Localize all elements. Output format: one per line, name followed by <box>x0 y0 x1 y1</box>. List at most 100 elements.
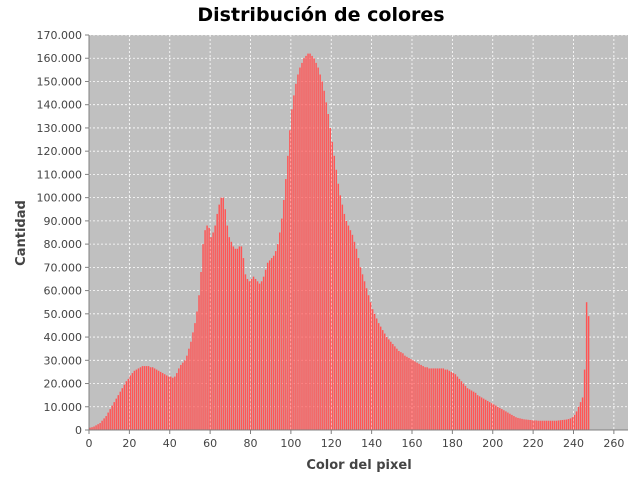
histogram-bar <box>111 406 112 430</box>
histogram-bar <box>126 381 127 430</box>
histogram-bar <box>210 237 211 430</box>
x-tick-label: 120 <box>321 437 342 450</box>
histogram-bar <box>313 58 314 430</box>
histogram-bar <box>386 337 387 430</box>
histogram-bar <box>184 360 185 430</box>
histogram-bar <box>178 368 179 430</box>
y-tick-label: 0 <box>75 424 82 437</box>
histogram-bar <box>378 323 379 430</box>
histogram-bar <box>162 373 163 430</box>
histogram-bar <box>279 233 280 431</box>
histogram-bar <box>586 302 587 430</box>
histogram-bar <box>118 395 119 430</box>
histogram-bar <box>176 373 177 430</box>
histogram-bar <box>174 377 175 430</box>
histogram-bar <box>95 425 96 430</box>
histogram-bar <box>221 198 222 430</box>
histogram-bar <box>455 374 456 430</box>
histogram-bar <box>105 416 106 430</box>
histogram-bar <box>420 365 421 430</box>
histogram-bar <box>299 68 300 430</box>
histogram-bar <box>307 54 308 430</box>
y-tick-label: 60.000 <box>44 285 83 298</box>
histogram-bar <box>225 209 226 430</box>
y-tick-label: 170.000 <box>37 29 83 42</box>
histogram-bar <box>257 281 258 430</box>
histogram-bar <box>471 391 472 431</box>
histogram-bar <box>346 221 347 430</box>
histogram-bar <box>293 95 294 430</box>
histogram-bar <box>287 156 288 430</box>
histogram-bar <box>204 230 205 430</box>
histogram-bar <box>132 373 133 430</box>
histogram-bar <box>372 309 373 430</box>
histogram-bar <box>200 272 201 430</box>
histogram-bar <box>533 420 534 430</box>
histogram-bar <box>319 75 320 431</box>
histogram-bar <box>364 281 365 430</box>
histogram-bar <box>539 421 540 430</box>
histogram-bar <box>114 402 115 430</box>
histogram-bar <box>130 375 131 430</box>
y-tick-label: 90.000 <box>44 215 83 228</box>
histogram-bar <box>247 279 248 430</box>
histogram-bar <box>263 277 264 430</box>
histogram-bar <box>410 359 411 430</box>
histogram-bar <box>150 367 151 430</box>
histogram-bar <box>354 242 355 430</box>
histogram-bar <box>218 205 219 430</box>
histogram-bar <box>332 142 333 430</box>
histogram-bar <box>128 379 129 430</box>
histogram-bar <box>566 420 567 430</box>
x-tick-label: 260 <box>603 437 624 450</box>
histogram-bar <box>564 420 565 430</box>
histogram-bar <box>400 352 401 430</box>
histogram-bar <box>321 81 322 430</box>
histogram-bar <box>192 332 193 430</box>
histogram-bar <box>239 246 240 430</box>
y-tick-label: 130.000 <box>37 122 83 135</box>
histogram-bar <box>253 277 254 430</box>
x-tick-label: 200 <box>482 437 503 450</box>
histogram-bar <box>148 366 149 430</box>
histogram-bar <box>408 358 409 430</box>
histogram-bar <box>172 378 173 430</box>
histogram-bar <box>550 421 551 430</box>
histogram-bar <box>463 384 464 430</box>
histogram-bar <box>418 364 419 430</box>
histogram-bar <box>281 219 282 430</box>
histogram-bar <box>315 63 316 430</box>
histogram-bar <box>505 411 506 430</box>
histogram-bar <box>271 258 272 430</box>
y-tick-label: 80.000 <box>44 238 83 251</box>
histogram-bar <box>370 302 371 430</box>
histogram-bar <box>362 274 363 430</box>
histogram-bar <box>548 421 549 430</box>
histogram-bar <box>439 368 440 430</box>
histogram-bar <box>572 417 573 430</box>
histogram-bar <box>521 419 522 430</box>
histogram-bar <box>414 361 415 430</box>
histogram-bar <box>465 386 466 430</box>
histogram-bar <box>416 363 417 430</box>
histogram-bar <box>325 102 326 430</box>
histogram-bar <box>342 205 343 430</box>
y-tick-label: 120.000 <box>37 145 83 158</box>
histogram-bar <box>568 419 569 430</box>
histogram-bar <box>291 109 292 430</box>
histogram-bar <box>303 58 304 430</box>
histogram-bar <box>491 403 492 430</box>
histogram-bar <box>576 411 577 430</box>
histogram-bar <box>120 392 121 430</box>
histogram-bar <box>275 251 276 430</box>
histogram-bar <box>255 279 256 430</box>
x-tick-label: 20 <box>122 437 136 450</box>
x-tick-label: 100 <box>280 437 301 450</box>
histogram-bar <box>229 237 230 430</box>
histogram-bar <box>457 377 458 430</box>
histogram-bar <box>443 368 444 430</box>
histogram-bar <box>208 228 209 430</box>
histogram-bar <box>136 370 137 430</box>
histogram-bar <box>160 372 161 430</box>
histogram-bar <box>134 371 135 430</box>
